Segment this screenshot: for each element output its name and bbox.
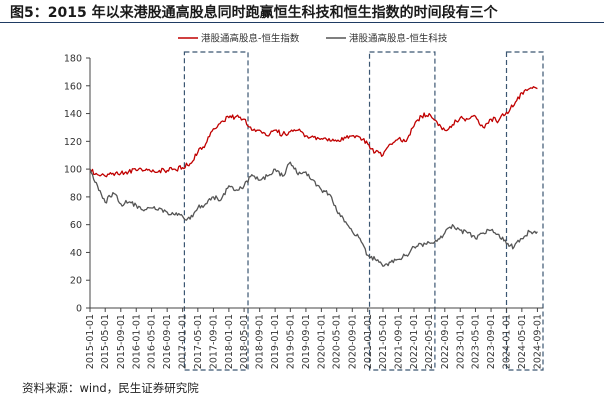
x-tick-label: 2019-01-01 [270,314,281,369]
x-tick-label: 2021-05-01 [378,314,389,369]
legend-label: 港股通高股息-恒生指数 [201,33,300,45]
x-tick-label: 2020-09-01 [347,314,358,369]
x-tick-label: 2017-01-01 [178,314,189,369]
x-tick-label: 2023-05-01 [470,314,481,369]
x-tick-label: 2023-01-01 [455,314,466,369]
x-tick-label: 2023-09-01 [486,314,497,369]
x-tick-label: 2021-01-01 [363,314,374,369]
y-tick-label: 180 [64,54,82,65]
x-tick-label: 2015-05-01 [100,314,111,369]
x-tick-label: 2018-01-01 [224,314,235,369]
chart-title: 图5：2015 年以来港股通高股息同时跑赢恒生科技和恒生指数的时间段有三个 [10,5,498,21]
legend-label: 港股通高股息-恒生科技 [349,33,448,45]
y-tick-label: 160 [64,81,82,92]
source-note: 资料来源：wind，民生证券研究院 [22,381,199,395]
x-tick-label: 2018-05-01 [239,314,250,369]
x-tick-label: 2020-01-01 [316,314,327,369]
y-tick-label: 80 [70,192,82,203]
x-tick-label: 2019-09-01 [301,314,312,369]
x-tick-label: 2021-09-01 [394,314,405,369]
x-tick-label: 2019-05-01 [285,314,296,369]
x-tick-label: 2022-05-01 [424,314,435,369]
x-tick-label: 2022-09-01 [440,314,451,369]
x-tick-label: 2024-05-01 [517,314,528,369]
x-tick-label: 2024-01-01 [502,314,513,369]
y-tick-label: 20 [70,276,82,287]
title-divider [0,22,604,23]
y-tick-label: 0 [76,304,82,315]
x-tick-label: 2020-05-01 [332,314,343,369]
x-tick-label: 2016-01-01 [131,314,142,369]
series-line [89,161,538,267]
y-tick-label: 100 [64,165,82,176]
y-tick-label: 140 [64,109,82,120]
highlight-box [368,51,436,371]
x-tick-label: 2022-01-01 [409,314,420,369]
y-tick-label: 60 [70,220,82,231]
y-tick-label: 120 [64,137,82,148]
x-tick-label: 2017-05-01 [193,314,204,369]
x-tick-label: 2024-09-01 [532,314,543,369]
highlight-box [183,51,249,371]
legend: 港股通高股息-恒生指数 港股通高股息-恒生科技 [178,33,448,45]
series-line [89,86,538,178]
x-tick-label: 2016-09-01 [162,314,173,369]
x-tick-label: 2016-05-01 [147,314,158,369]
highlight-box [505,51,544,371]
x-tick-label: 2018-09-01 [255,314,266,369]
y-tick-label: 40 [70,248,82,259]
x-tick-label: 2017-09-01 [208,314,219,369]
x-tick-label: 2015-01-01 [85,314,96,369]
x-tick-label: 2015-09-01 [116,314,127,369]
